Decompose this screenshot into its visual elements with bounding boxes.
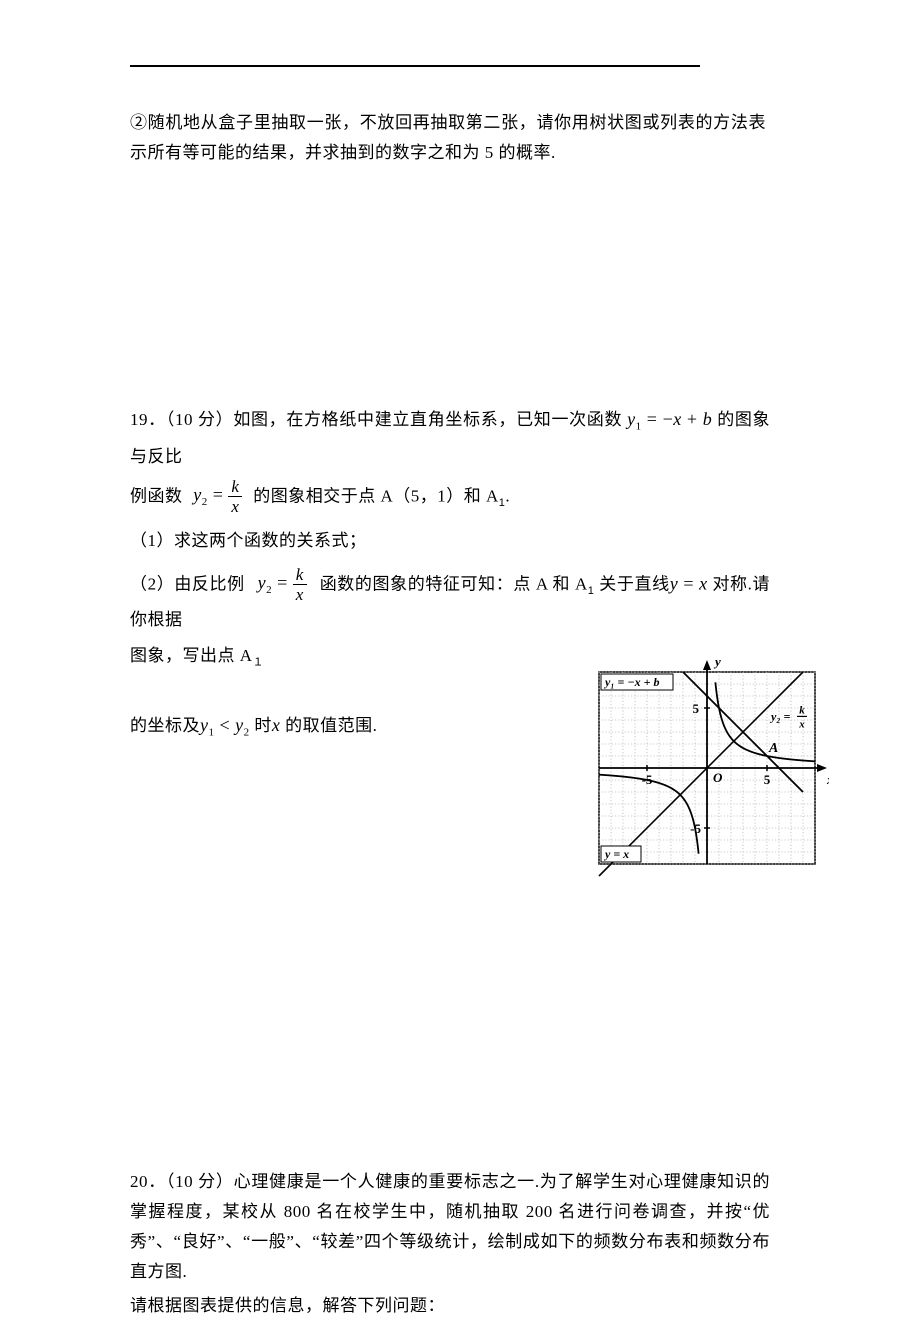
svg-text:y₁ = −x + b: y₁ = −x + b — [603, 675, 659, 689]
q19-sub4-c: x — [272, 715, 281, 735]
ineq-r: y — [235, 715, 244, 735]
ineq-r-sub: 2 — [244, 726, 250, 738]
svg-text:5: 5 — [693, 701, 700, 716]
svg-text:y₂ =: y₂ = — [769, 709, 791, 723]
q19-sub2-b-sub: 1 — [588, 584, 595, 596]
q19-sub4: 的坐标及y1 < y2 时x 的取值范围. — [130, 710, 480, 748]
q20-points: （10 分） — [166, 1172, 234, 1191]
q19-line2: 例函数 y2 = k x 的图象相交于点 A（5，1）和 A1. — [130, 478, 770, 518]
q18-part2: ②随机地从盒子里抽取一张，不放回再抽取第二张，请你用树状图或列表的方法表示所有等… — [130, 108, 766, 168]
q19-sub1-text: （1）求这两个函数的关系式； — [130, 531, 367, 550]
graph-svg: Oxy5-55-5Ay₁ = −x + by = xy₂ = kx — [585, 660, 829, 878]
eq3-x: x — [699, 573, 708, 593]
q19-sub3-a: 图象，写出点 A — [130, 646, 253, 665]
q19-ineq: y1 < y2 — [200, 715, 250, 735]
q20-text2: 请根据图表提供的信息，解答下列问题： — [130, 1296, 445, 1315]
svg-text:-5: -5 — [642, 772, 653, 787]
q19-eq2: y2 = k x — [193, 478, 242, 517]
q19-line2-c: . — [505, 486, 510, 505]
q19-eq3: y = x — [670, 573, 708, 593]
svg-text:-5: -5 — [690, 821, 701, 836]
q18-part2-text: ②随机地从盒子里抽取一张，不放回再抽取第二张，请你用树状图或列表的方法表示所有等… — [130, 113, 766, 162]
eq1-a: = − — [642, 409, 674, 429]
eq1-c: + — [682, 409, 703, 429]
q20: 20．（10 分）心理健康是一个人健康的重要标志之一.为了解学生对心理健康知识的… — [130, 1167, 770, 1287]
q19-sub4-b: 时 — [254, 716, 272, 735]
eq2b-num: k — [293, 566, 307, 585]
ineq-op: < — [215, 715, 236, 735]
svg-text:5: 5 — [764, 772, 771, 787]
eq2-eq: = — [208, 484, 229, 504]
svg-text:y = x: y = x — [603, 847, 629, 861]
q19-intro-a: 如图，在方格纸中建立直角坐标系，已知一次函数 — [233, 410, 622, 429]
eq3-eq: = — [678, 573, 699, 593]
svg-text:k: k — [799, 704, 805, 716]
q19-line2-a: 例函数 — [130, 486, 183, 505]
eq2b-y: y — [258, 572, 267, 592]
q19-graph: Oxy5-55-5Ay₁ = −x + by = xy₂ = kx — [585, 660, 835, 878]
svg-text:O: O — [713, 770, 723, 785]
q19-line2-b: 的图象相交于点 A（5，1）和 A — [253, 486, 499, 505]
q19-sub2-c: 关于直线 — [599, 574, 669, 593]
eq2-frac: k x — [228, 478, 242, 515]
eq2-num: k — [228, 478, 242, 497]
svg-text:x: x — [798, 718, 805, 730]
eq1-y: y — [627, 409, 636, 429]
q19-sub2-a: （2）由反比例 — [130, 574, 245, 593]
svg-text:x: x — [826, 772, 829, 787]
q19-number: 19． — [130, 410, 166, 429]
ineq-l: y — [200, 715, 209, 735]
q19-eq2b: y2 = k x — [258, 566, 307, 605]
q19-sub2: （2）由反比例 y2 = k x 函数的图象的特征可知：点 A 和 A1 关于直… — [130, 566, 770, 636]
eq2b-eq: = — [272, 572, 293, 592]
eq2b-frac: k x — [293, 566, 307, 603]
q19-sub2-b: 函数的图象的特征可知：点 A 和 A — [320, 574, 588, 593]
eq2-den: x — [228, 497, 242, 515]
eq3-y: y — [670, 573, 679, 593]
q20-number: 20． — [130, 1172, 166, 1191]
q19-sub1: （1）求这两个函数的关系式； — [130, 526, 770, 556]
svg-text:A: A — [768, 741, 778, 756]
q19-eq1: y1 = −x + b — [627, 409, 712, 429]
q19-points: （10 分） — [166, 410, 233, 429]
eq1-b: x — [673, 409, 682, 429]
eq1-d: b — [703, 409, 713, 429]
q19-sub3-a-sub: １ — [253, 657, 266, 669]
q19: 19．（10 分）如图，在方格纸中建立直角坐标系，已知一次函数 y1 = −x … — [130, 404, 770, 472]
q19-sub4-d: 的取值范围. — [285, 716, 377, 735]
q20-line2: 请根据图表提供的信息，解答下列问题： — [130, 1291, 770, 1321]
q19-sub4-a: 的坐标及 — [130, 716, 200, 735]
eq2b-den: x — [293, 585, 307, 603]
eq2-y: y — [193, 484, 202, 504]
svg-text:y: y — [713, 660, 721, 669]
